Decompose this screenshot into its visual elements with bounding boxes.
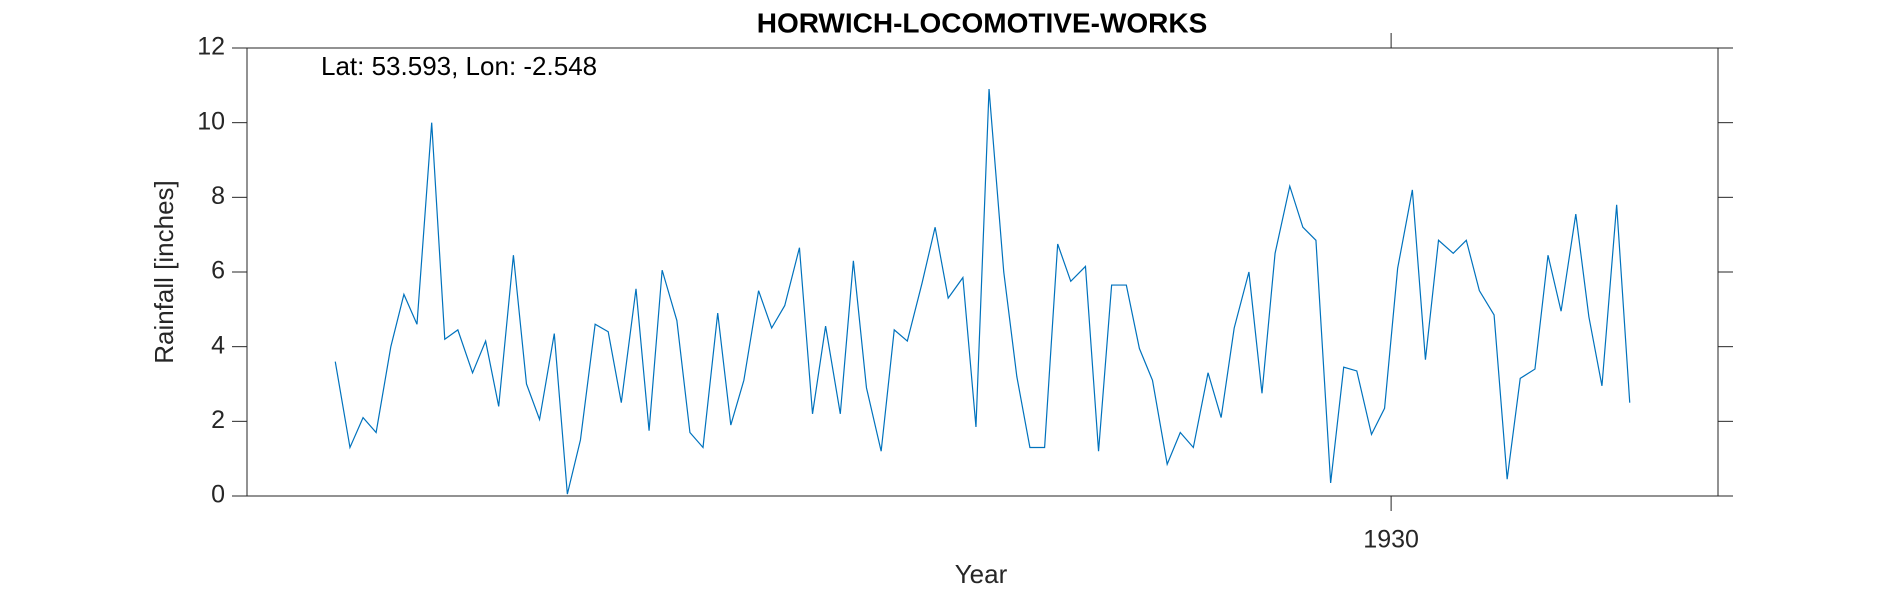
y-tick-label: 6 (211, 257, 225, 285)
x-tick-label: 1930 (1363, 526, 1419, 554)
data-line (334, 89, 1631, 495)
y-tick-label: 10 (197, 107, 225, 135)
y-tick-label: 0 (211, 481, 225, 509)
chart-title: HORWICH-LOCOMOTIVE-WORKS (757, 7, 1208, 38)
y-axis-label: Rainfall [inches] (149, 180, 179, 364)
y-tick-label: 12 (197, 33, 225, 61)
x-axis-label: Year (955, 559, 1008, 589)
y-tick-label: 2 (211, 406, 225, 434)
y-tick-label: 8 (211, 182, 225, 210)
y-tick-label: 4 (211, 331, 225, 359)
annotation: Lat: 53.593, Lon: -2.548 (321, 51, 597, 81)
